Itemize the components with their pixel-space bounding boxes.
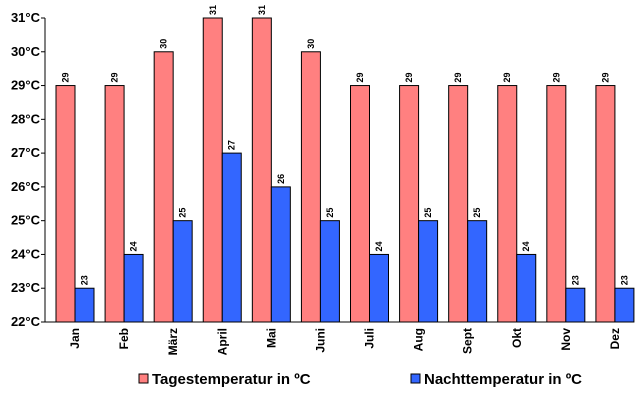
data-label: 29 (110, 73, 120, 83)
data-label: 24 (129, 241, 139, 251)
bar-day-1 (104, 85, 125, 323)
data-label: 25 (472, 208, 482, 218)
x-tick-label: Dez (608, 328, 622, 349)
bar-day-5 (300, 51, 321, 323)
data-label: 27 (227, 140, 237, 150)
x-tick-label: April (215, 328, 229, 355)
x-tick-label: Feb (117, 328, 131, 349)
data-label: 26 (276, 174, 286, 184)
data-label: 23 (570, 275, 580, 285)
axes-layer: Jan Feb März April Mai Juni Juli Aug Sept Okt Nov D… (11, 10, 634, 355)
bar-day-0 (55, 85, 76, 323)
y-tick-label: 22°C (11, 314, 41, 329)
y-tick-label: 30°C (11, 44, 41, 59)
data-label: 30 (306, 39, 316, 49)
y-tick-label: 27°C (11, 145, 41, 160)
legend-label-1: Nachttemperatur in ºC (424, 371, 582, 388)
data-label: 29 (453, 73, 463, 83)
y-tick-label: 23°C (11, 280, 41, 295)
bar-night-4 (270, 186, 291, 323)
x-tick-label: Sept (461, 328, 475, 354)
y-tick-label: 26°C (11, 179, 41, 194)
bar-day-9 (497, 85, 518, 323)
bar-day-4 (251, 17, 272, 323)
legend-label-0: Tagestemperatur in ºC (152, 371, 311, 388)
bar-day-6 (350, 85, 370, 323)
data-label: 25 (423, 208, 433, 218)
bar-night-2 (172, 220, 193, 323)
data-label: 29 (404, 73, 414, 83)
bar-day-11 (595, 85, 616, 323)
bar-night-6 (369, 253, 389, 323)
x-tick-label: Mai (264, 328, 278, 348)
data-label: 31 (257, 5, 267, 15)
data-label: 29 (551, 73, 561, 83)
data-label: 25 (178, 208, 188, 218)
data-label: 29 (502, 73, 512, 83)
data-label: 23 (619, 275, 629, 285)
legend-swatch-0 (138, 373, 149, 384)
bar-night-10 (565, 287, 586, 323)
legend: Tagestemperatur in ºC Nachttemperatur in … (138, 371, 582, 388)
data-label: 30 (159, 39, 169, 49)
data-label: 24 (374, 241, 384, 251)
data-label: 24 (521, 241, 531, 251)
x-tick-label: Juli (363, 328, 377, 349)
bar-day-2 (153, 51, 174, 323)
bar-night-9 (516, 253, 537, 323)
data-label: 25 (325, 208, 335, 218)
x-tick-label: März (166, 328, 180, 355)
data-label: 29 (355, 73, 365, 83)
bar-day-3 (202, 17, 223, 323)
bar-night-11 (614, 287, 635, 323)
data-label: 31 (208, 5, 218, 15)
bar-night-1 (123, 253, 144, 323)
x-tick-label: Nov (559, 328, 573, 351)
data-label: 29 (600, 73, 610, 83)
y-tick-label: 29°C (11, 78, 41, 93)
data-label: 29 (61, 73, 71, 83)
legend-swatch-1 (410, 373, 421, 384)
x-tick-label: Aug (412, 328, 426, 351)
y-tick-label: 31°C (11, 10, 41, 25)
x-tick-label: Okt (510, 328, 524, 348)
bar-day-10 (546, 85, 567, 323)
x-tick-label: Juni (313, 328, 327, 353)
x-tick-label: Jan (68, 328, 82, 349)
bar-night-3 (221, 152, 242, 323)
bar-day-7 (399, 85, 420, 323)
y-tick-label: 24°C (11, 246, 41, 261)
bar-day-8 (448, 85, 469, 323)
bar-night-5 (319, 220, 340, 323)
y-tick-label: 25°C (11, 213, 41, 228)
data-label: 23 (80, 275, 90, 285)
bars-layer: 29 23 29 24 30 25 31 27 31 26 30 25 29 24 29 25 29 25 29 24… (55, 5, 635, 323)
bar-night-7 (418, 220, 439, 323)
bar-night-0 (74, 287, 95, 323)
y-tick-label: 28°C (11, 111, 41, 126)
bar-night-8 (467, 220, 488, 323)
